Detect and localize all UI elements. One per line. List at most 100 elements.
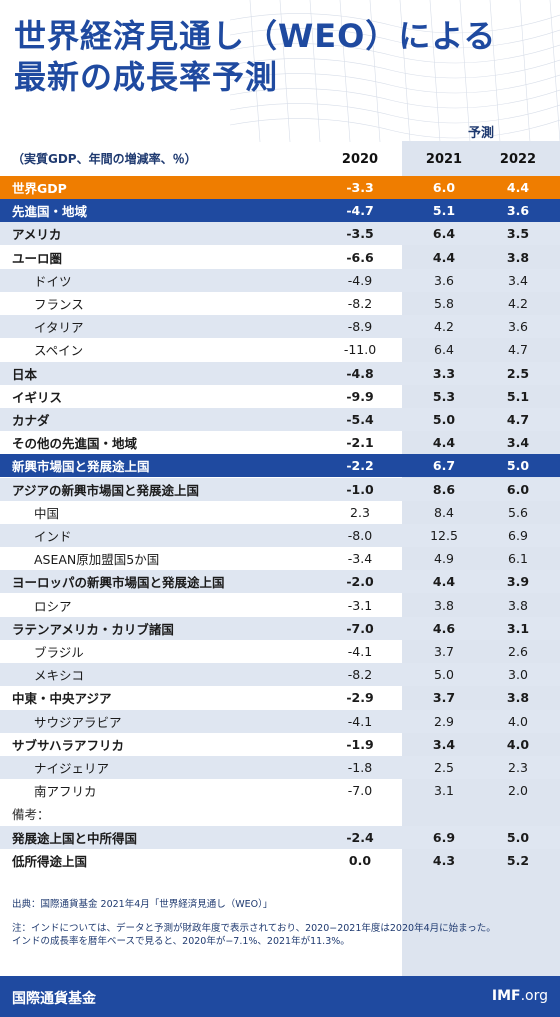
row-value-2022: 4.7 <box>506 412 530 427</box>
table-row: 発展途上国と中所得国 -2.4 6.9 5.0 <box>0 825 560 849</box>
table-row: 日本 -4.8 3.3 2.5 <box>0 361 560 385</box>
decorative-grid <box>230 0 560 142</box>
row-value-2021: 8.6 <box>432 481 456 497</box>
row-value-2021: 8.4 <box>434 504 454 520</box>
row-value-2022: 3.0 <box>508 667 528 683</box>
table-row: 低所得途上国 0.0 4.3 5.2 <box>0 849 560 872</box>
row-label: 世界GDP <box>12 181 67 196</box>
row-label: ユーロ圏 <box>12 250 63 266</box>
row-value-2022: 3.9 <box>506 574 530 590</box>
table-row: ユーロ圏 -6.6 4.4 3.8 <box>0 246 560 269</box>
page-title: 世界経済見通し（WEO）による 最新の成長率予測 <box>14 16 496 98</box>
row-label: ロシア <box>34 598 72 614</box>
table-row: ラテンアメリカ・カリブ諸国 -7.0 4.6 3.1 <box>0 616 560 640</box>
row-value-2022: 4.0 <box>506 736 530 752</box>
row-label: スペイン <box>34 343 84 359</box>
row-value-2020: -4.8 <box>346 365 374 381</box>
row-value-2020: 0.0 <box>348 852 372 868</box>
row-value-2021: 5.0 <box>434 667 454 683</box>
row-value-2022: 6.9 <box>508 528 528 543</box>
table-row: イギリス -9.9 5.3 5.1 <box>0 385 560 408</box>
table-row: 備考： <box>0 802 560 825</box>
row-label: 発展途上国と中所得国 <box>12 830 138 846</box>
row-value-2021: 6.9 <box>432 829 456 845</box>
row-label: 中国 <box>34 505 60 521</box>
row-value-2021: 4.3 <box>432 852 456 868</box>
row-value-2021: 4.9 <box>434 551 454 567</box>
row-label: インド <box>34 529 72 544</box>
row-label: 中東・中央アジア <box>12 691 112 707</box>
row-value-2021: 4.4 <box>432 435 456 451</box>
row-value-2020: -7.0 <box>346 620 374 636</box>
row-value-2020: -4.1 <box>347 713 373 729</box>
row-value-2020: -4.1 <box>347 644 373 659</box>
row-value-2022: 3.6 <box>508 319 528 335</box>
footer-imf: IMF <box>491 988 521 1004</box>
row-label: アメリカ <box>12 227 62 243</box>
table-row: 中国 2.3 8.4 5.6 <box>0 501 560 524</box>
row-label: 先進国・地域 <box>12 204 88 220</box>
row-value-2020: -3.1 <box>347 597 373 613</box>
row-value-2020: -2.0 <box>346 574 374 590</box>
row-value-2020: -2.4 <box>346 829 374 845</box>
row-value-2021: 2.5 <box>434 760 454 775</box>
table-row: イタリア -8.9 4.2 3.6 <box>0 315 560 339</box>
row-value-2021: 2.9 <box>434 713 454 729</box>
row-value-2022: 4.2 <box>508 296 528 311</box>
row-label: 新興市場国と発展途上国 <box>12 459 150 475</box>
row-value-2022: 5.0 <box>506 458 530 474</box>
row-value-2020: -8.0 <box>347 528 373 543</box>
row-value-2022: 5.6 <box>508 504 528 520</box>
row-value-2021: 3.7 <box>432 690 456 706</box>
forecast-label: 予測 <box>467 126 494 141</box>
row-value-2022: 3.5 <box>506 226 530 242</box>
table-row: 中東・中央アジア -2.9 3.7 3.8 <box>0 686 560 709</box>
row-label: 低所得途上国 <box>12 853 88 869</box>
row-label: イギリス <box>12 389 63 405</box>
row-label: アジアの新興市場国と発展途上国 <box>12 482 200 498</box>
row-label: ラテンアメリカ・カリブ諸国 <box>12 621 174 637</box>
row-label: イタリア <box>34 320 84 336</box>
table-row: インド -8.0 12.5 6.9 <box>0 524 560 547</box>
column-header-2022: 2022 <box>499 152 537 167</box>
row-value-2021: 6.0 <box>432 180 456 195</box>
row-value-2021: 3.3 <box>432 365 456 381</box>
row-value-2022: 3.4 <box>506 435 530 451</box>
table-row: 先進国・地域 -4.7 5.1 3.6 <box>0 199 560 223</box>
column-header-2020: 2020 <box>341 152 379 167</box>
row-value-2020: -1.0 <box>346 481 374 497</box>
row-value-2022: 3.8 <box>506 690 530 706</box>
source-note: 出典：国際通貨基金 2021年4月「世界経済見通し（WEO）」 <box>12 899 273 910</box>
row-value-2020: -6.6 <box>346 249 374 265</box>
row-value-2022: 2.6 <box>508 644 528 659</box>
row-value-2020: -3.3 <box>346 180 374 195</box>
footer-website-link[interactable]: IMF.org <box>492 988 548 1004</box>
row-value-2020: -2.1 <box>346 435 374 451</box>
footnote-line-1: 注：インドについては、データと予測が財政年度で表示されており、2020−2021… <box>12 923 496 934</box>
footer-org-name: 国際通貨基金 <box>12 991 96 1007</box>
table-row: アメリカ -3.5 6.4 3.5 <box>0 222 560 246</box>
row-value-2020: -11.0 <box>343 342 377 358</box>
row-value-2022: 3.6 <box>506 203 530 219</box>
row-value-2020: -8.2 <box>347 667 373 683</box>
row-value-2020: -7.0 <box>347 783 373 799</box>
row-value-2021: 5.8 <box>434 296 454 311</box>
row-value-2022: 4.7 <box>508 342 528 358</box>
row-value-2020: -1.9 <box>346 736 374 752</box>
row-label: ナイジェリア <box>34 761 110 776</box>
row-value-2022: 3.8 <box>506 249 530 265</box>
row-value-2021: 3.8 <box>434 597 454 613</box>
table-row: ブラジル -4.1 3.7 2.6 <box>0 640 560 663</box>
row-value-2021: 5.1 <box>432 203 456 219</box>
row-value-2022: 5.0 <box>506 829 530 845</box>
row-value-2021: 4.2 <box>434 319 454 335</box>
row-value-2020: -5.4 <box>346 412 374 427</box>
row-value-2022: 3.1 <box>506 620 530 636</box>
table-row: ヨーロッパの新興市場国と発展途上国 -2.0 4.4 3.9 <box>0 570 560 594</box>
row-value-2021: 5.3 <box>432 388 456 404</box>
footnote-line-2: インドの成長率を暦年ベースで見ると、2020年が−7.1%、2021年が11.3… <box>12 936 350 947</box>
row-value-2021: 3.6 <box>434 272 454 288</box>
row-label: メキシコ <box>34 668 85 684</box>
row-value-2022: 5.2 <box>506 852 530 868</box>
row-value-2020: -3.5 <box>346 226 374 242</box>
